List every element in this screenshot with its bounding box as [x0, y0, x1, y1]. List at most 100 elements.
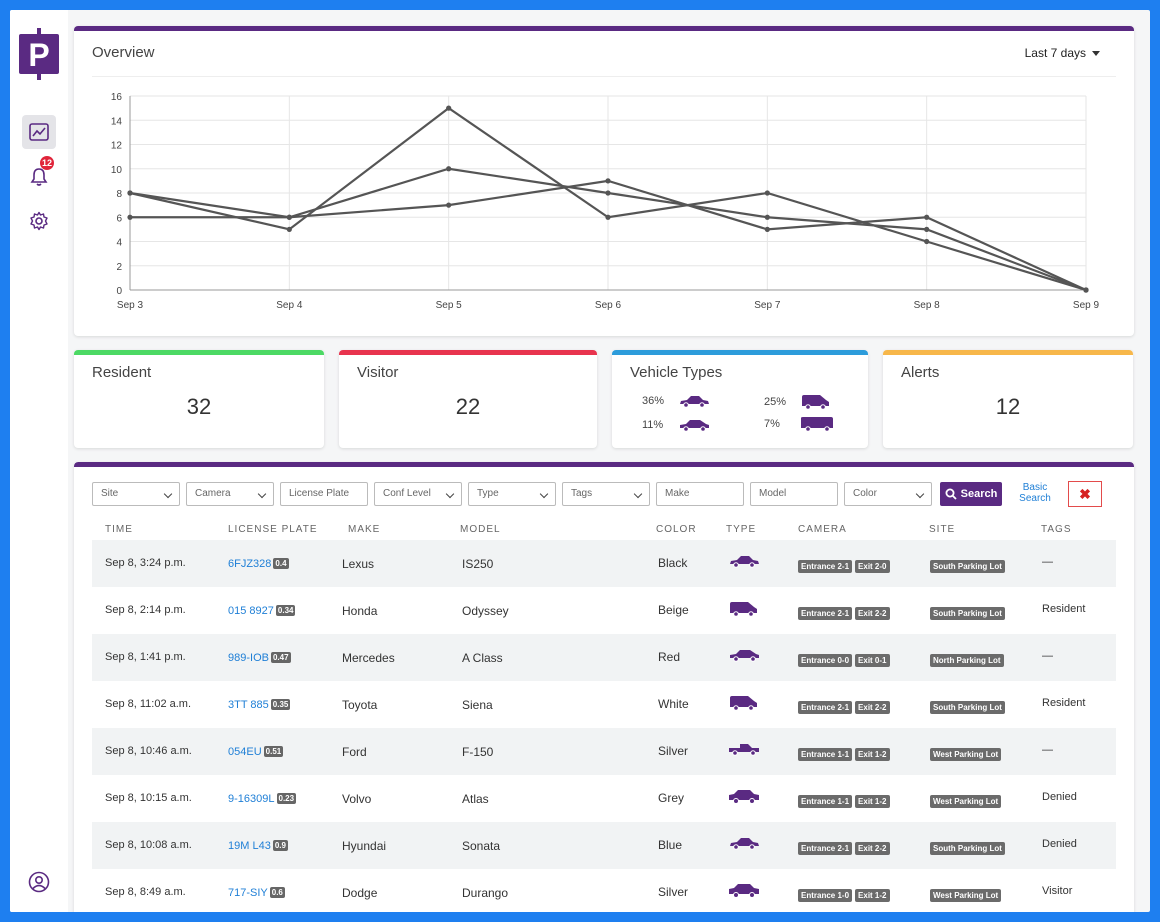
- search-button[interactable]: Search: [940, 482, 1002, 506]
- table-row[interactable]: Sep 8, 10:08 a.m. 19M L43 0.9 Hyundai Sonata…: [92, 822, 1116, 869]
- data-point: [446, 202, 452, 208]
- cell-plate: 015 8927 0.34: [228, 603, 296, 617]
- make-input[interactable]: Make: [656, 482, 744, 506]
- y-tick-label: 14: [111, 116, 123, 127]
- site-filter[interactable]: Site: [92, 482, 180, 506]
- column-header[interactable]: COLOR: [656, 524, 697, 535]
- table-row[interactable]: Sep 8, 3:24 p.m. 6FJZ328 0.4 Lexus IS250 Blac…: [92, 540, 1116, 587]
- visitor-card: Visitor 22: [339, 350, 597, 448]
- column-header[interactable]: MODEL: [460, 524, 501, 535]
- table-row[interactable]: Sep 8, 10:15 a.m. 9-16309L 0.23 Volvo Atlas G…: [92, 775, 1116, 822]
- data-point: [924, 226, 930, 232]
- type-filter[interactable]: Type: [468, 482, 556, 506]
- table-row[interactable]: Sep 8, 8:49 a.m. 717-SIY 0.6 Dodge Durango Si…: [92, 869, 1116, 912]
- cell-color: Beige: [658, 603, 689, 617]
- model-input[interactable]: Model: [750, 482, 838, 506]
- camera-tag: Entrance 2-1: [798, 560, 853, 573]
- gear-icon: [30, 211, 48, 231]
- logo[interactable]: P: [18, 28, 60, 80]
- vehicle-types-label: Vehicle Types: [630, 364, 723, 381]
- column-header[interactable]: LICENSE PLATE: [228, 524, 318, 535]
- cell-site: South Parking Lot: [930, 605, 1008, 620]
- plate-link[interactable]: 6FJZ328: [228, 558, 272, 570]
- license-plate-input[interactable]: License Plate: [280, 482, 368, 506]
- date-range-dropdown[interactable]: Last 7 days: [1025, 46, 1100, 60]
- resident-count: 32: [186, 394, 212, 419]
- cell-camera: Entrance 2-1 Exit 2-2: [798, 605, 893, 620]
- cell-time: Sep 8, 1:41 p.m.: [105, 651, 186, 663]
- camera-filter-label: Camera: [195, 488, 231, 499]
- site-tag: South Parking Lot: [930, 560, 1005, 573]
- data-point: [286, 226, 292, 232]
- clear-filters-button[interactable]: ✖: [1068, 481, 1102, 507]
- conf-level-filter[interactable]: Conf Level: [374, 482, 462, 506]
- overview-line-chart: 0 2 4 6 8 10 12 14 16 Sep 3 Sep 4 Sep 5 Sep 6 Sep 7 Se…: [111, 92, 1100, 311]
- column-header[interactable]: SITE: [929, 524, 956, 535]
- table-row[interactable]: Sep 8, 10:46 a.m. 054EU 0.51 Ford F-150 Silve…: [92, 728, 1116, 775]
- camera-tag: Entrance 1-1: [798, 795, 853, 808]
- cell-plate: 6FJZ328 0.4: [228, 556, 289, 570]
- cell-model: Atlas: [462, 792, 489, 806]
- vehicle-types-topbar: [612, 350, 868, 355]
- table-row[interactable]: Sep 8, 1:41 p.m. 989-IOB 0.47 Mercedes A Cla…: [92, 634, 1116, 681]
- cell-tags: —: [1042, 744, 1053, 756]
- column-header[interactable]: TYPE: [726, 524, 757, 535]
- vehicle-type-van: 25%: [764, 394, 830, 410]
- plate-link[interactable]: 989-IOB: [228, 652, 269, 664]
- camera-tag: Entrance 0-0: [798, 654, 853, 667]
- camera-tag: Exit 1-2: [855, 889, 890, 902]
- cell-plate: 9-16309L 0.23: [228, 791, 297, 805]
- suv-icon: [729, 884, 759, 898]
- column-header[interactable]: CAMERA: [798, 524, 847, 535]
- sidebar-item-dashboard[interactable]: [22, 115, 56, 149]
- color-filter[interactable]: Color: [844, 482, 932, 506]
- column-header[interactable]: TIME: [105, 524, 133, 535]
- sidebar-item-settings[interactable]: [22, 204, 56, 238]
- cell-model: Siena: [462, 698, 493, 712]
- plate-link[interactable]: 015 8927: [228, 605, 274, 617]
- camera-tag: Exit 1-2: [855, 748, 890, 761]
- plate-link[interactable]: 054EU: [228, 746, 262, 758]
- camera-filter[interactable]: Camera: [186, 482, 274, 506]
- x-tick-label: Sep 3: [117, 300, 144, 311]
- plate-link[interactable]: 9-16309L: [228, 793, 275, 805]
- data-point: [764, 214, 770, 220]
- cell-plate: 3TT 885 0.35: [228, 697, 291, 711]
- cell-plate: 19M L43 0.9: [228, 838, 288, 852]
- vehicle-types-card: Vehicle Types 36% 25% 11% 7%: [612, 350, 868, 448]
- tags-filter[interactable]: Tags: [562, 482, 650, 506]
- sidebar-item-notifications[interactable]: 12: [22, 156, 56, 194]
- confidence-badge: 0.51: [263, 746, 284, 757]
- data-point: [1083, 287, 1089, 293]
- table-row[interactable]: Sep 8, 11:02 a.m. 3TT 885 0.35 Toyota Siena W…: [92, 681, 1116, 728]
- notification-badge: 12: [40, 156, 55, 170]
- alerts-topbar: [883, 350, 1133, 355]
- user-profile-button[interactable]: [22, 865, 56, 899]
- cell-site: South Parking Lot: [930, 840, 1008, 855]
- site-tag: South Parking Lot: [930, 607, 1005, 620]
- cell-site: West Parking Lot: [930, 793, 1004, 808]
- plate-link[interactable]: 717-SIY: [228, 887, 268, 899]
- column-header[interactable]: TAGS: [1041, 524, 1072, 535]
- cell-color: Grey: [658, 791, 685, 805]
- cell-color: Red: [658, 650, 681, 664]
- x-tick-label: Sep 9: [1073, 300, 1100, 311]
- plate-link[interactable]: 19M L43: [228, 840, 271, 852]
- y-tick-label: 16: [111, 92, 123, 103]
- cell-time: Sep 8, 10:15 a.m.: [105, 792, 192, 804]
- basic-search-link[interactable]: Basic Search: [1019, 482, 1051, 504]
- column-header[interactable]: MAKE: [348, 524, 381, 535]
- table-row[interactable]: Sep 8, 2:14 p.m. 015 8927 0.34 Honda Odyssey…: [92, 587, 1116, 634]
- van-icon: [730, 696, 757, 711]
- cell-camera: Entrance 1-1 Exit 1-2: [798, 746, 893, 761]
- data-point: [605, 214, 611, 220]
- data-point: [764, 190, 770, 196]
- site-filter-label: Site: [101, 488, 119, 499]
- plate-link[interactable]: 3TT 885: [228, 699, 269, 711]
- cell-site: West Parking Lot: [930, 887, 1004, 902]
- site-tag: South Parking Lot: [930, 701, 1005, 714]
- y-tick-label: 0: [116, 286, 122, 297]
- cell-plate: 989-IOB 0.47: [228, 650, 291, 664]
- confidence-badge: 0.47: [270, 652, 291, 663]
- sedan-icon: [730, 556, 759, 568]
